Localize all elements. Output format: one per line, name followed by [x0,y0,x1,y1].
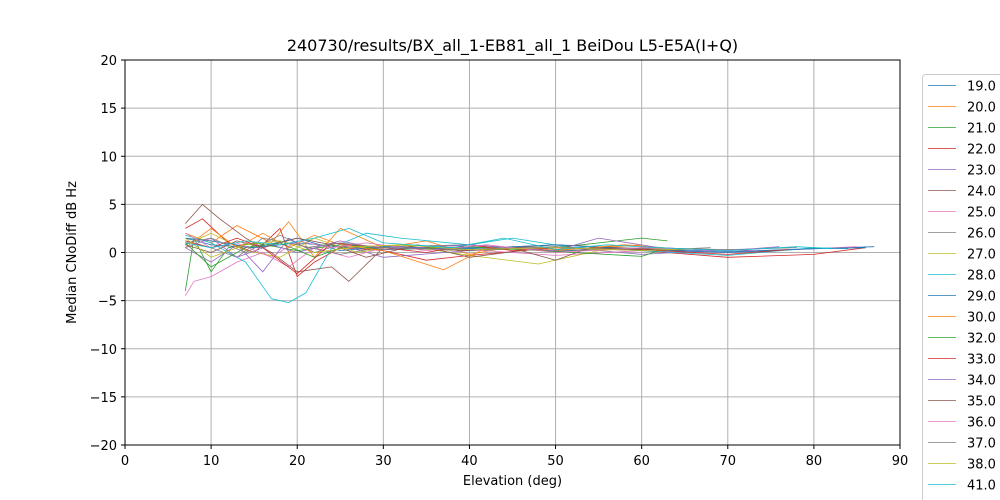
series-line-37-0 [185,234,711,253]
x-tick-label: 50 [547,454,564,469]
y-tick-label: 20 [100,54,117,69]
legend-label: 20.0 [967,101,996,116]
legend-box [922,74,1000,500]
legend-label: 38.0 [967,458,996,473]
series-line-20-0 [185,221,642,258]
legend-label: 36.0 [967,416,996,431]
legend-label: 30.0 [967,311,996,326]
x-tick-label: 30 [375,454,392,469]
x-tick-label: 40 [461,454,478,469]
x-tick-label: 90 [892,454,909,469]
legend: 19.0 20.0 21.0 22.0 23.0 24.0 25.0 26.0 27.0 28.0… [922,74,1000,500]
x-tick-label: 10 [203,454,220,469]
y-tick-label: 0 [109,247,117,262]
legend-label: 28.0 [967,269,996,284]
y-tick-label: 15 [100,102,117,117]
chart-title: 240730/results/BX_all_1-EB81_all_1 BeiDo… [287,36,738,56]
legend-label: 32.0 [967,332,996,347]
legend-label: 34.0 [967,374,996,389]
y-tick-label: −20 [90,439,117,454]
legend-label: 21.0 [967,122,996,137]
x-tick-label: 70 [720,454,737,469]
legend-label: 23.0 [967,164,996,179]
x-axis-label: Elevation (deg) [463,474,562,489]
plot-lines [184,203,875,304]
legend-label: 26.0 [967,227,996,242]
x-tick-label: 20 [289,454,306,469]
y-tick-label: −10 [90,343,117,358]
legend-label: 19.0 [967,80,996,95]
y-tick-label: −15 [90,391,117,406]
legend-label: 41.0 [967,479,996,494]
legend-label: 35.0 [967,395,996,410]
series-line-38-0 [185,237,694,258]
x-tick-label: 60 [633,454,650,469]
y-tick-label: 5 [109,198,117,213]
legend-label: 29.0 [967,290,996,305]
legend-label: 37.0 [967,437,996,452]
legend-label: 22.0 [967,143,996,158]
series-line-28-0 [185,232,849,304]
legend-label: 25.0 [967,206,996,221]
series-line-41-0 [185,227,832,252]
axis-ticks: 0 10 20 30 40 50 60 70 80 90 −20 −15 −10 −5 0 5 10 15 20 [90,54,909,469]
x-tick-label: 0 [121,454,129,469]
x-tick-label: 80 [806,454,823,469]
y-axis-label: Median CNoDiff dB Hz [65,181,80,324]
series-line-35-0 [185,237,642,261]
series-line-29-0 [185,237,866,253]
series-line-22-0 [185,218,866,278]
legend-label: 24.0 [967,185,996,200]
legend-label: 27.0 [967,248,996,263]
legend-label: 33.0 [967,353,996,368]
y-tick-label: −5 [98,295,117,310]
y-tick-label: 10 [100,150,117,165]
